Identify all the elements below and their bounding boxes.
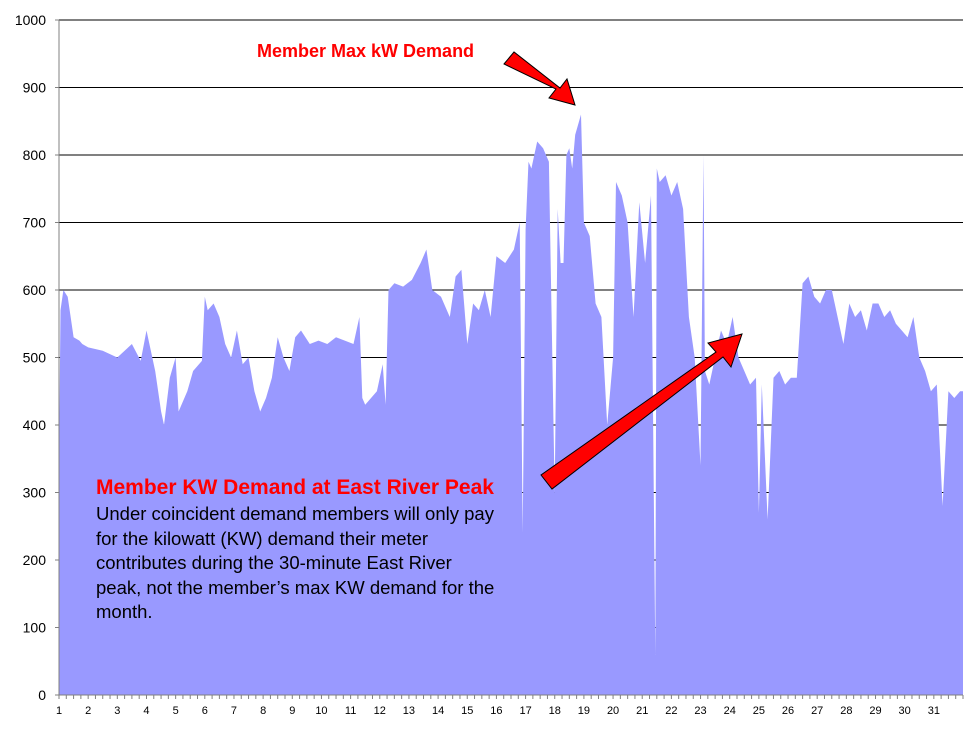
x-tick-label: 13	[403, 705, 415, 717]
x-tick-label: 9	[289, 705, 295, 717]
x-tick-label: 7	[231, 705, 237, 717]
x-tick-label: 6	[202, 705, 208, 717]
y-tick-label: 600	[23, 282, 47, 298]
x-tick-label: 3	[114, 705, 120, 717]
y-axis: 0 100 200 300 400 500 600 700 800 900 1000	[15, 12, 59, 703]
x-tick-label: 17	[519, 705, 531, 717]
note-line: peak, not the member’s max KW demand for…	[96, 576, 495, 598]
x-tick-label: 27	[811, 705, 823, 717]
x-tick-label: 19	[578, 705, 590, 717]
x-tick-label: 11	[345, 705, 356, 717]
x-tick-label: 26	[782, 705, 794, 717]
x-tick-label: 22	[665, 705, 677, 717]
x-tick-label: 23	[694, 705, 706, 717]
x-tick-label: 28	[840, 705, 852, 717]
x-tick-label: 15	[461, 705, 473, 717]
x-tick-label: 2	[85, 705, 91, 717]
series-area-kw-demand	[59, 114, 963, 695]
x-tick-label: 10	[315, 705, 327, 717]
x-tick-label: 8	[260, 705, 266, 717]
y-tick-label: 800	[23, 147, 47, 163]
note-line: month.	[96, 601, 153, 622]
x-tick-label: 20	[607, 705, 619, 717]
y-tick-label: 400	[23, 417, 47, 433]
annotation-east-river-peak: Member KW Demand at East River Peak	[96, 476, 494, 499]
y-tick-label: 700	[23, 215, 47, 231]
x-tick-label: 5	[173, 705, 179, 717]
arrow-east-river-peak	[540, 333, 743, 490]
x-tick-label: 14	[432, 705, 444, 717]
explanatory-note: Under coincident demand members will onl…	[96, 502, 576, 625]
annotation-max-demand: Member Max kW Demand	[257, 41, 474, 61]
y-tick-label: 900	[23, 80, 47, 96]
x-tick-label: 1	[56, 705, 62, 717]
note-line: for the kilowatt (KW) demand their meter	[96, 527, 429, 549]
note-line: Under coincident demand members will onl…	[96, 503, 494, 524]
arrow-max-demand	[503, 51, 576, 106]
x-tick-label: 24	[724, 705, 736, 717]
x-axis: 1 2 3 4 5 6 7 8 9 10 11 12 13 14 15 16 17 18 19 20 21 22 23 24 2…	[56, 695, 964, 717]
y-tick-label: 300	[23, 485, 47, 501]
y-tick-label: 200	[23, 552, 47, 568]
y-tick-label: 100	[23, 620, 47, 636]
y-tick-label: 1000	[15, 12, 46, 28]
x-tick-label: 25	[753, 705, 765, 717]
x-tick-label: 18	[549, 705, 561, 717]
x-tick-label: 12	[374, 705, 386, 717]
x-tick-label: 21	[636, 705, 648, 717]
x-tick-label: 31	[928, 705, 940, 717]
x-tick-label: 4	[143, 705, 149, 717]
x-tick-label: 16	[490, 705, 502, 717]
x-tick-label: 29	[869, 705, 881, 717]
note-line: contributes during the 30-minute East Ri…	[96, 552, 452, 573]
x-tick-label: 30	[899, 705, 911, 717]
y-tick-label: 500	[23, 350, 47, 366]
y-tick-label: 0	[38, 687, 46, 703]
